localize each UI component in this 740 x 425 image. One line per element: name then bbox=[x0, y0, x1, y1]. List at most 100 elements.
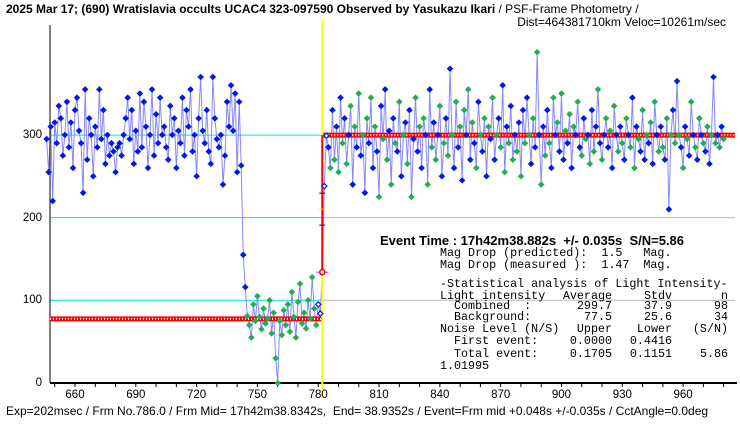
data-point-blue bbox=[325, 144, 332, 151]
data-point-blue bbox=[173, 164, 180, 172]
data-point-green bbox=[614, 148, 622, 155]
data-point-green bbox=[627, 144, 634, 151]
data-point-green bbox=[639, 106, 646, 114]
data-point-green bbox=[558, 90, 565, 97]
data-point-blue bbox=[185, 123, 192, 130]
data-point-blue bbox=[213, 135, 221, 143]
data-point-blue bbox=[535, 131, 543, 139]
data-point-blue bbox=[385, 127, 393, 135]
data-point-blue bbox=[124, 94, 132, 101]
data-point-green bbox=[343, 160, 350, 168]
data-point-green bbox=[452, 98, 460, 106]
data-point-blue bbox=[706, 160, 713, 168]
data-point-blue bbox=[345, 131, 352, 139]
data-point-blue bbox=[471, 139, 478, 147]
data-point-green bbox=[375, 193, 383, 201]
data-point-open bbox=[316, 310, 324, 317]
data-point-green bbox=[367, 94, 375, 101]
stats-first-event-cell: 0.0000 bbox=[569, 334, 612, 348]
data-point-green bbox=[509, 156, 517, 164]
data-point-blue bbox=[507, 102, 515, 110]
data-point-blue bbox=[377, 102, 385, 110]
data-point-green bbox=[505, 139, 513, 147]
data-point-green bbox=[481, 115, 488, 122]
data-point-blue bbox=[329, 106, 336, 114]
data-point-blue bbox=[543, 106, 551, 114]
data-point-green bbox=[262, 320, 269, 327]
data-point-green bbox=[517, 172, 525, 180]
data-point-green bbox=[296, 280, 304, 288]
data-point-blue bbox=[205, 148, 213, 155]
data-point-green bbox=[276, 317, 284, 325]
data-point-blue bbox=[144, 164, 152, 172]
stats-header-row-cell: n bbox=[720, 289, 728, 303]
data-point-green bbox=[444, 152, 452, 159]
data-point-blue bbox=[572, 131, 579, 139]
data-point-green bbox=[643, 131, 650, 139]
x-tick-label: 660 bbox=[65, 389, 85, 401]
data-point-green bbox=[282, 321, 290, 329]
data-point-blue bbox=[156, 94, 164, 101]
stats-total-event-cell: Total event: bbox=[440, 347, 539, 361]
data-point-green bbox=[546, 139, 553, 147]
data-point-blue bbox=[657, 123, 665, 130]
data-point-green bbox=[278, 331, 286, 339]
data-point-green bbox=[529, 115, 537, 122]
data-point-blue bbox=[681, 123, 689, 130]
data-point-blue bbox=[608, 164, 616, 172]
data-point-blue bbox=[560, 156, 567, 164]
stats-background-cell: 34 bbox=[713, 310, 728, 324]
data-point-blue bbox=[217, 131, 225, 139]
data-point-blue bbox=[564, 139, 571, 147]
data-point-blue bbox=[548, 164, 555, 172]
footer-info: Exp=202msec / Frm No.786.0 / Frm Mid= 17… bbox=[6, 404, 709, 418]
data-point-green bbox=[473, 164, 480, 172]
data-point-green bbox=[272, 354, 279, 362]
data-point-green bbox=[448, 131, 456, 139]
data-point-blue bbox=[434, 131, 442, 139]
data-point-blue bbox=[677, 144, 685, 151]
data-point-blue bbox=[49, 197, 57, 205]
x-tick-label: 870 bbox=[491, 389, 511, 401]
data-point-blue bbox=[102, 160, 109, 168]
data-point-blue bbox=[65, 144, 73, 151]
data-point-blue bbox=[710, 73, 717, 81]
data-point-blue bbox=[138, 144, 146, 151]
data-point-green bbox=[284, 301, 292, 308]
data-point-blue bbox=[195, 115, 202, 122]
data-point-blue bbox=[140, 98, 148, 106]
data-point-blue bbox=[495, 115, 502, 122]
data-point-blue bbox=[110, 148, 117, 155]
data-point-blue bbox=[402, 119, 409, 126]
data-point-green bbox=[606, 127, 614, 135]
chart-title: 2025 Mar 17; (690) Wratislavia occults U… bbox=[6, 2, 639, 16]
data-point-blue bbox=[187, 86, 194, 93]
data-point-blue bbox=[203, 106, 211, 114]
data-point-blue bbox=[369, 164, 377, 172]
data-point-green bbox=[359, 131, 367, 139]
data-point-green bbox=[687, 98, 695, 106]
data-point-blue bbox=[59, 152, 67, 159]
data-point-green bbox=[618, 139, 626, 147]
stats-total-event-cell: 0.1705 bbox=[569, 347, 612, 361]
data-point-green bbox=[371, 123, 379, 130]
data-point-green bbox=[440, 139, 448, 147]
data-point-green bbox=[298, 320, 306, 327]
data-point-blue bbox=[75, 127, 83, 135]
data-point-green bbox=[355, 90, 363, 97]
data-point-blue bbox=[177, 139, 184, 147]
data-point-green bbox=[456, 123, 464, 130]
data-point-green bbox=[663, 115, 671, 122]
data-point-green bbox=[683, 135, 691, 143]
data-point-blue bbox=[702, 148, 709, 155]
data-point-blue bbox=[209, 73, 217, 81]
data-point-blue bbox=[81, 86, 89, 93]
data-point-blue bbox=[487, 135, 494, 143]
data-point-green bbox=[477, 131, 484, 139]
data-point-green bbox=[331, 156, 338, 164]
data-point-blue bbox=[556, 148, 563, 155]
data-point-blue bbox=[237, 162, 245, 169]
data-point-green bbox=[290, 313, 298, 321]
data-point-blue bbox=[673, 77, 681, 85]
data-point-blue bbox=[98, 135, 105, 143]
